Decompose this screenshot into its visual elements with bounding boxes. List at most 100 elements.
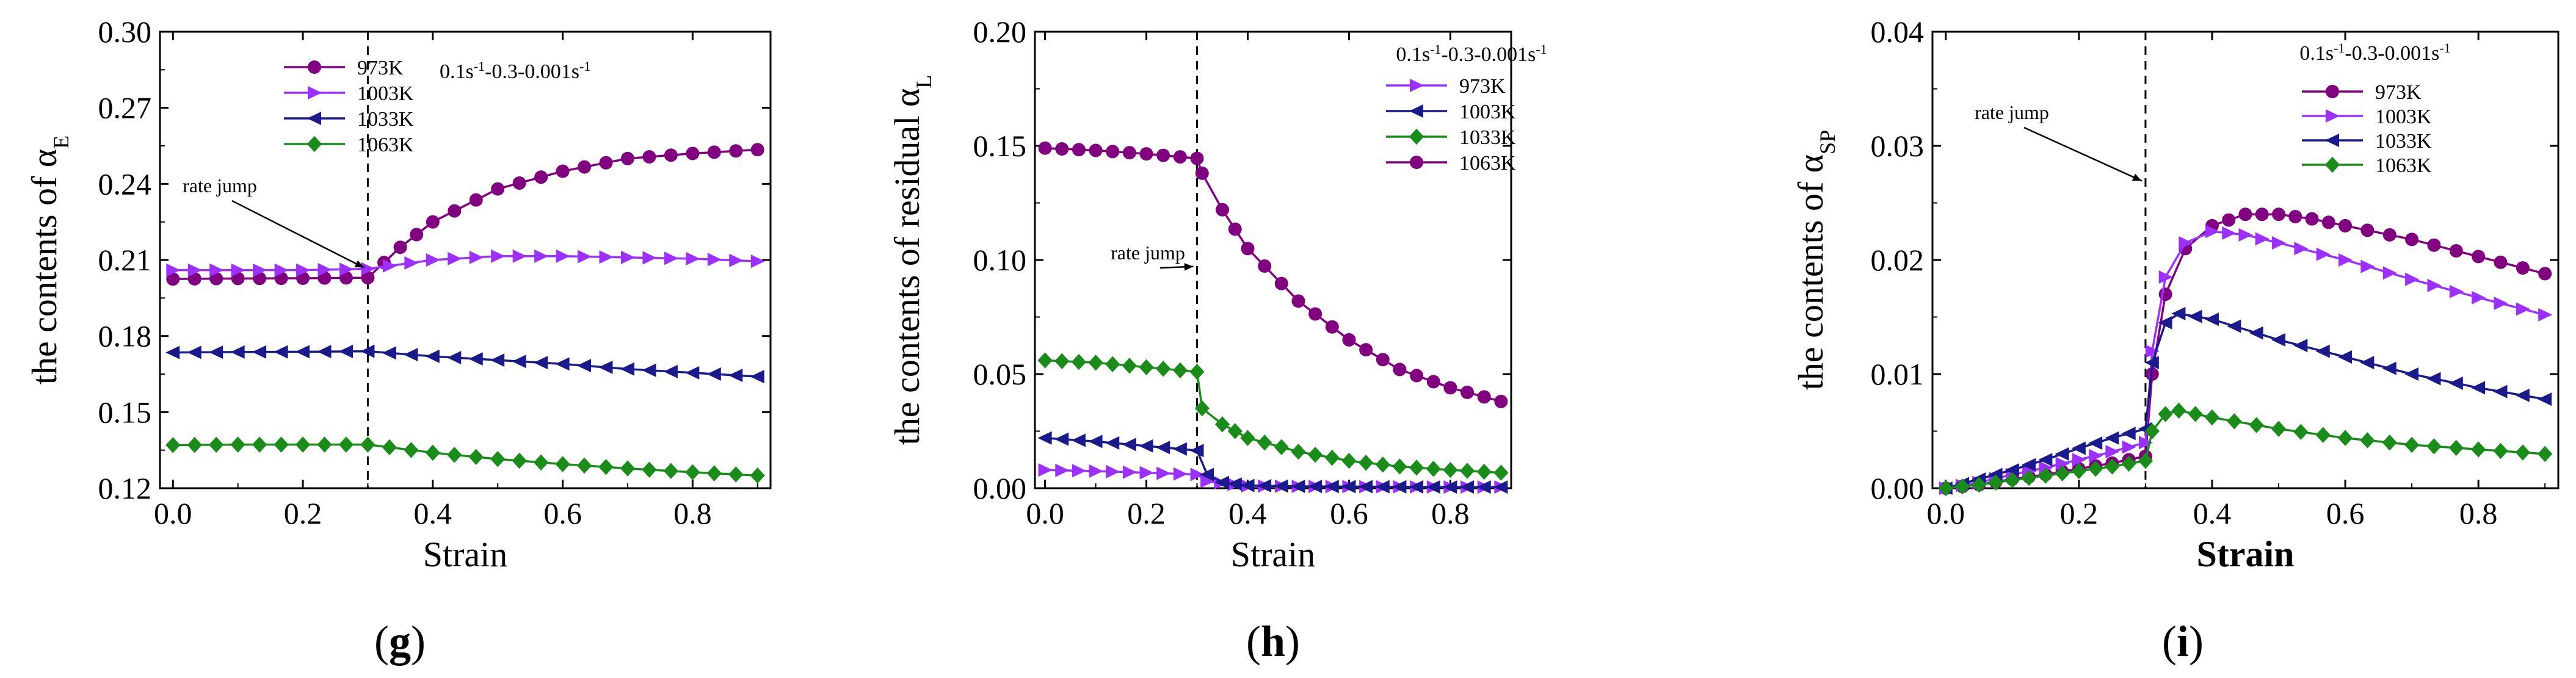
data-point: [2472, 290, 2486, 305]
data-point: [2188, 406, 2203, 422]
x-axis-title: Strain: [1231, 535, 1316, 574]
data-point: [2138, 452, 2153, 469]
data-point: [2448, 376, 2463, 390]
data-point: [1257, 435, 1272, 451]
data-point: [2338, 218, 2353, 233]
data-point: [2038, 467, 2053, 484]
data-point: [2316, 247, 2331, 261]
data-point: [2238, 228, 2253, 242]
legend-marker: [1409, 128, 1424, 145]
x-tick-label: 0.0: [1026, 496, 1064, 530]
data-point: [2515, 444, 2530, 461]
data-point: [1375, 480, 1390, 494]
data-point: [2405, 233, 2419, 247]
data-point: [1972, 477, 1987, 493]
data-point: [469, 193, 483, 207]
data-point: [1227, 477, 1242, 491]
data-point: [2072, 453, 2086, 467]
data-point: [1054, 353, 1070, 370]
data-point: [1190, 151, 1204, 165]
data-point: [2516, 302, 2530, 316]
data-point: [2515, 388, 2530, 402]
data-point: [338, 344, 353, 358]
condition-label: 0.1s-1-0.3-0.001s-1: [2299, 40, 2450, 65]
rate-jump-annotation: rate jump: [1111, 242, 1185, 264]
legend-label: 1033K: [1459, 126, 1516, 149]
y-tick-label: 0.05: [973, 357, 1027, 391]
data-point: [1342, 333, 1356, 347]
series-1033K: [165, 344, 764, 384]
x-tick-label: 0.6: [1330, 496, 1368, 530]
data-point: [576, 457, 592, 474]
data-point: [1359, 480, 1373, 494]
data-point: [686, 146, 700, 160]
y-tick-label: 0.24: [98, 167, 152, 201]
data-point: [2449, 244, 2463, 258]
legend-label: 973K: [2375, 81, 2422, 104]
data-point: [2088, 461, 2103, 477]
data-point: [2144, 423, 2160, 439]
data-point: [1214, 475, 1230, 489]
data-point: [165, 437, 181, 453]
data-point: [534, 356, 548, 370]
data-point: [1214, 416, 1230, 433]
data-point: [2222, 213, 2236, 227]
data-point: [1037, 431, 1052, 445]
data-point: [1460, 385, 1475, 399]
plot-frame: [1034, 31, 1512, 489]
y-tick-label: 0.01: [1871, 357, 1925, 391]
data-point: [642, 251, 657, 265]
y-tick-label: 0.03: [1871, 129, 1925, 163]
data-point: [1122, 358, 1137, 374]
legend-label: 1063K: [357, 134, 414, 156]
data-point: [1409, 460, 1424, 476]
data-point: [393, 240, 407, 254]
data-point: [1122, 465, 1137, 479]
panel-g: 0.0 0.2 0.4 0.6 0.8 0.12 0.15 0.18 0.21 0.24 0.27 0…: [24, 15, 772, 666]
data-point: [490, 353, 505, 367]
data-point: [1954, 478, 1970, 495]
data-point: [686, 251, 700, 265]
data-point: [2238, 207, 2252, 222]
data-point: [1172, 362, 1188, 378]
data-point: [2338, 253, 2353, 267]
data-point: [2382, 435, 2397, 451]
data-point: [1476, 480, 1491, 494]
data-point: [642, 363, 656, 377]
data-point: [1173, 150, 1187, 164]
data-point: [1228, 222, 1242, 236]
legend-marker: [308, 60, 321, 74]
data-point: [2448, 439, 2464, 456]
data-point: [448, 251, 462, 265]
data-point: [512, 176, 526, 190]
series-1033K: [1037, 352, 1509, 481]
data-point: [620, 460, 636, 477]
data-point: [2055, 447, 2069, 461]
data-point: [2337, 430, 2353, 446]
y-tick-label: 0.20: [973, 15, 1027, 49]
data-point: [360, 344, 375, 358]
data-point: [2121, 427, 2136, 441]
data-point: [2288, 209, 2302, 223]
data-point: [1938, 480, 1953, 497]
data-point: [2315, 427, 2331, 443]
y-axis-title: the contents of residual αL: [887, 75, 936, 445]
data-point: [2005, 472, 2020, 489]
rate-jump-annotation: rate jump: [183, 175, 257, 197]
data-point: [2088, 436, 2103, 450]
data-point: [1308, 446, 1323, 463]
data-point: [317, 345, 332, 359]
data-point: [2472, 250, 2486, 264]
data-point: [274, 436, 289, 453]
data-point: [750, 370, 764, 384]
condition-label: 0.1s-1-0.3-0.001s-1: [1396, 41, 1547, 67]
data-point: [1055, 463, 1070, 477]
data-point: [209, 345, 223, 359]
data-point: [1988, 467, 2003, 481]
data-point: [2382, 266, 2397, 280]
data-point: [1494, 394, 1508, 408]
data-point: [2360, 432, 2375, 449]
series-line: [173, 350, 758, 378]
